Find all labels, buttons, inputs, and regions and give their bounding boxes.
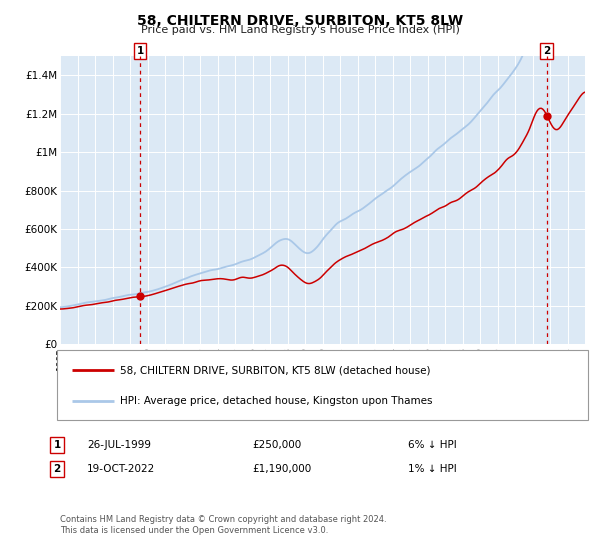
Text: 2: 2 — [543, 46, 550, 56]
Text: Price paid vs. HM Land Registry's House Price Index (HPI): Price paid vs. HM Land Registry's House … — [140, 25, 460, 35]
Text: 1% ↓ HPI: 1% ↓ HPI — [408, 464, 457, 474]
Text: 19-OCT-2022: 19-OCT-2022 — [87, 464, 155, 474]
Text: HPI: Average price, detached house, Kingston upon Thames: HPI: Average price, detached house, King… — [120, 396, 433, 406]
Text: £250,000: £250,000 — [252, 440, 301, 450]
Text: 6% ↓ HPI: 6% ↓ HPI — [408, 440, 457, 450]
Text: 26-JUL-1999: 26-JUL-1999 — [87, 440, 151, 450]
Text: 2: 2 — [53, 464, 61, 474]
Text: 1: 1 — [136, 46, 143, 56]
Text: 1: 1 — [53, 440, 61, 450]
Text: 58, CHILTERN DRIVE, SURBITON, KT5 8LW (detached house): 58, CHILTERN DRIVE, SURBITON, KT5 8LW (d… — [120, 365, 431, 375]
Text: 58, CHILTERN DRIVE, SURBITON, KT5 8LW: 58, CHILTERN DRIVE, SURBITON, KT5 8LW — [137, 14, 463, 28]
Text: Contains HM Land Registry data © Crown copyright and database right 2024.
This d: Contains HM Land Registry data © Crown c… — [60, 515, 386, 535]
Text: £1,190,000: £1,190,000 — [252, 464, 311, 474]
